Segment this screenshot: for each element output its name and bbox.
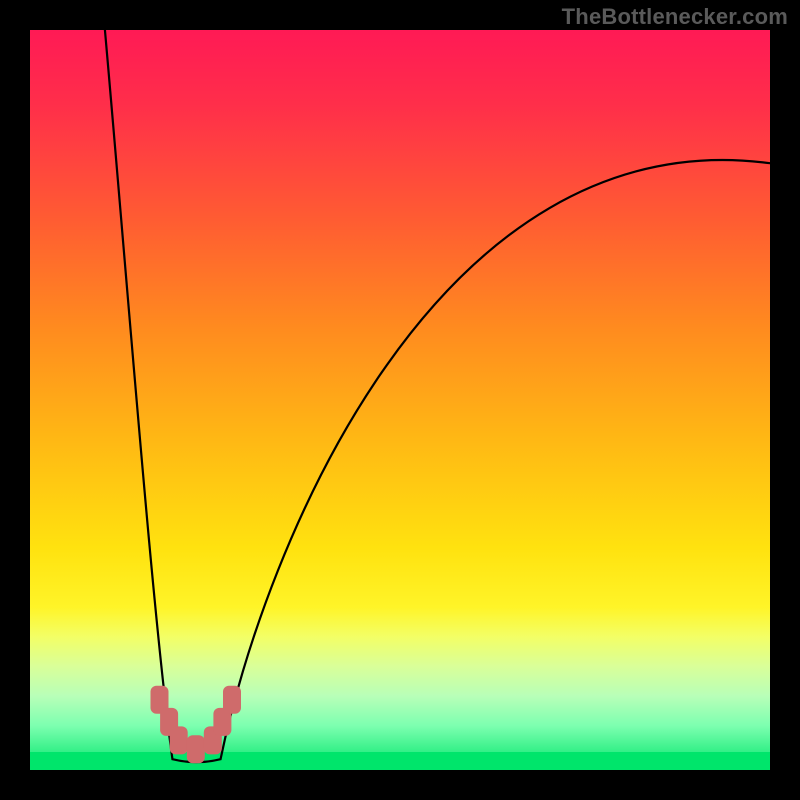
valley-marker <box>223 686 241 714</box>
plot-area <box>30 30 770 770</box>
valley-marker <box>170 726 188 754</box>
bottleneck-curve-path <box>105 30 770 762</box>
valley-marker <box>187 735 205 763</box>
bottleneck-curve <box>30 30 770 770</box>
chart-frame: TheBottlenecker.com <box>0 0 800 800</box>
watermark-text: TheBottlenecker.com <box>562 4 788 30</box>
